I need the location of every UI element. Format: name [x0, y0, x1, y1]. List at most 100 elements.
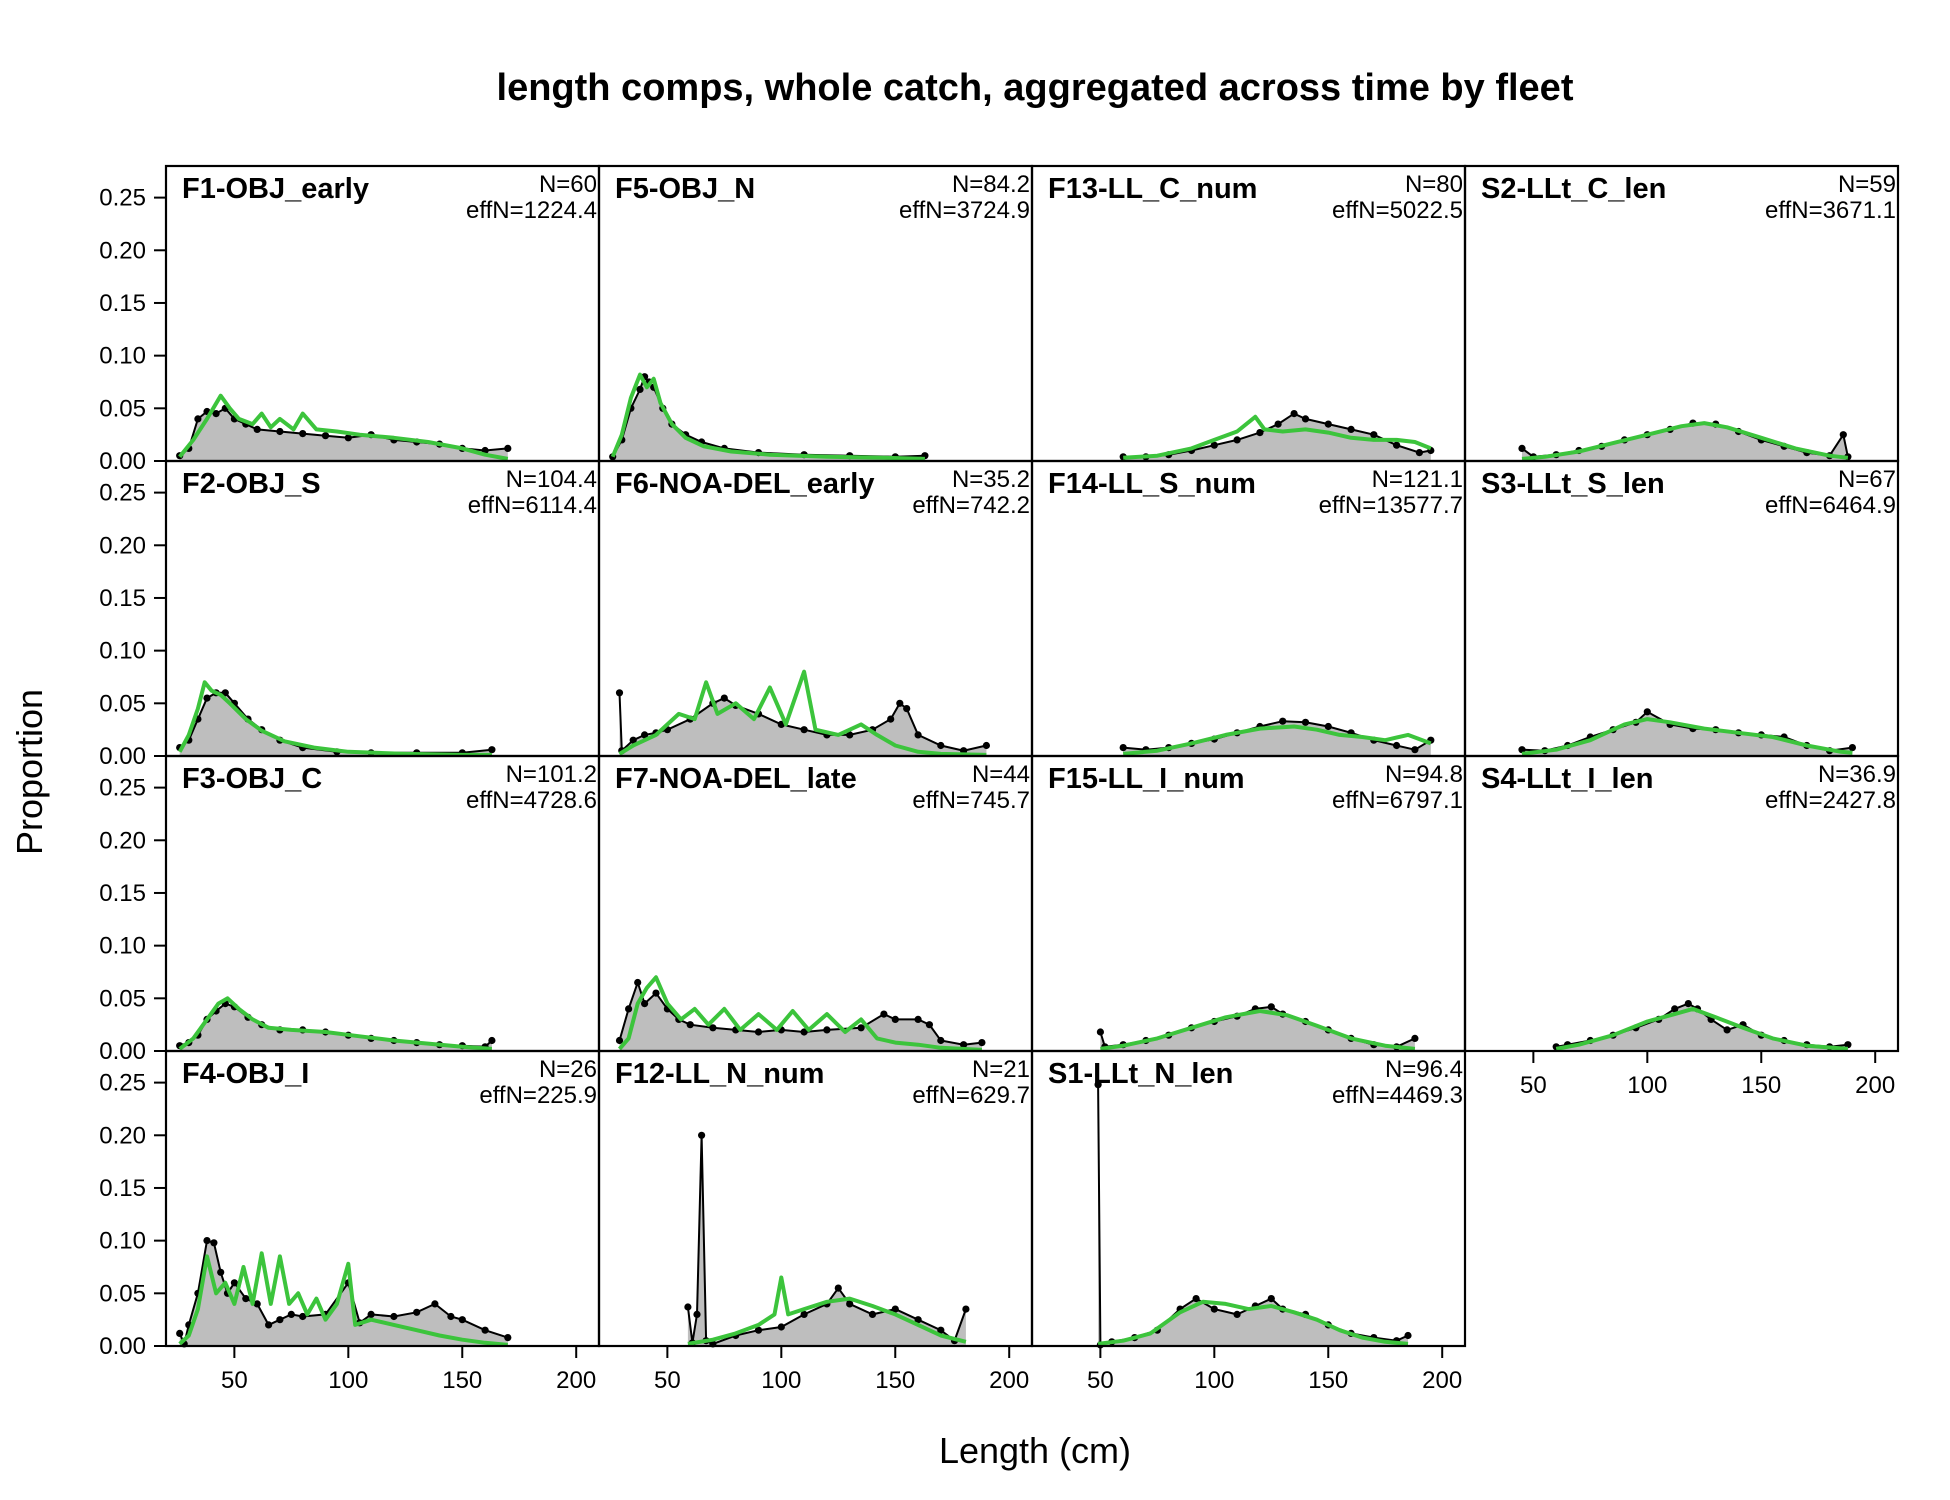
panel-title: F1-OBJ_early [182, 173, 369, 205]
observed-point [1415, 449, 1423, 457]
observed-point [1274, 420, 1282, 428]
panel-title: F15-LL_I_num [1048, 763, 1245, 795]
y-tick-label: 0.00 [99, 743, 146, 770]
panel-effn-label: effN=4728.6 [466, 787, 597, 814]
observed-point [634, 978, 642, 987]
observed-area [1123, 721, 1431, 756]
observed-point [253, 425, 261, 433]
panel-title: F6-NOA-DEL_early [615, 468, 874, 500]
observed-point [194, 415, 202, 423]
observed-point [686, 1021, 694, 1029]
panel-effn-label: effN=6797.1 [1332, 787, 1463, 814]
observed-point [896, 699, 904, 707]
observed-point [504, 1334, 512, 1342]
observed-point [868, 1310, 877, 1318]
panel-title: S3-LLt_S_len [1481, 468, 1665, 500]
observed-point [1290, 410, 1298, 418]
y-tick-label: 0.20 [99, 827, 146, 854]
y-tick-label: 0.00 [99, 1038, 146, 1065]
x-tick-label: 50 [221, 1367, 248, 1394]
panel-effn-label: effN=13577.7 [1319, 492, 1463, 519]
x-tick-label: 150 [442, 1367, 482, 1394]
panel-n-label: N=21 [972, 1056, 1030, 1083]
observed-point [1411, 746, 1419, 754]
expected-line [1123, 724, 1432, 756]
y-tick-label: 0.05 [99, 1280, 146, 1307]
observed-point [982, 741, 991, 750]
observed-point [962, 1305, 970, 1313]
observed-area [1521, 711, 1853, 756]
observed-point [903, 705, 911, 713]
x-tick-label: 100 [328, 1367, 368, 1394]
observed-point [253, 1300, 261, 1308]
observed-point [960, 1041, 968, 1049]
panel-n-label: N=84.2 [952, 171, 1030, 198]
observed-point [1839, 431, 1847, 439]
panel-n-label: N=60 [539, 171, 597, 198]
expected-line [177, 680, 492, 757]
observed-point [777, 1323, 785, 1331]
panel-n-label: N=36.9 [1818, 761, 1896, 788]
x-tick-label: 150 [1308, 1367, 1348, 1394]
observed-point [344, 434, 352, 442]
panel-n-label: N=59 [1838, 171, 1896, 198]
observed-point [447, 1312, 455, 1321]
panel-n-label: N=96.4 [1385, 1056, 1463, 1083]
expected-line [178, 996, 493, 1051]
chart-title: length comps, whole catch, aggregated ac… [497, 67, 1574, 109]
observed-point [1210, 441, 1218, 449]
panel-title: S4-LLt_I_len [1481, 763, 1653, 795]
observed-point [887, 715, 895, 723]
observed-point [800, 1028, 808, 1036]
expected-line [687, 1275, 967, 1346]
panel-effn-label: effN=3724.9 [899, 197, 1030, 224]
observed-point [1301, 718, 1310, 726]
x-tick-label: 50 [1520, 1072, 1547, 1099]
observed-area [619, 692, 987, 756]
observed-area [1521, 423, 1848, 461]
observed-point [203, 1237, 211, 1245]
observed-area [179, 1003, 492, 1051]
panel-effn-label: effN=6464.9 [1765, 492, 1896, 519]
observed-point [800, 726, 808, 734]
observed-point [1324, 420, 1332, 428]
observed-point [488, 746, 496, 754]
observed-point [299, 430, 307, 438]
observed-point [636, 385, 644, 393]
panel-n-label: N=44 [972, 761, 1030, 788]
panel-title: F2-OBJ_S [182, 468, 321, 500]
observed-point [1370, 431, 1378, 439]
expected-line [617, 975, 983, 1052]
panel-title: F12-LL_N_num [615, 1058, 824, 1090]
observed-point [1267, 1295, 1275, 1303]
observed-point [978, 1039, 986, 1047]
observed-point [321, 432, 330, 440]
expected-line [1521, 421, 1849, 461]
observed-point [504, 444, 512, 452]
observed-point [615, 1036, 624, 1045]
observed-point [914, 1316, 922, 1324]
observed-point [230, 1279, 238, 1287]
observed-point [1324, 722, 1332, 731]
observed-point [1643, 708, 1651, 716]
y-tick-label: 0.00 [99, 448, 146, 475]
panel-n-label: N=26 [539, 1056, 597, 1083]
observed-point [857, 1024, 865, 1032]
observed-point [846, 731, 854, 739]
panel-title: S2-LLt_C_len [1481, 173, 1666, 205]
panel-n-label: N=94.8 [1385, 761, 1463, 788]
observed-point [1844, 1041, 1852, 1049]
observed-point [242, 1295, 250, 1303]
observed-area [179, 408, 508, 461]
observed-point [937, 1326, 945, 1334]
panel-effn-label: effN=5022.5 [1332, 197, 1463, 224]
observed-point [287, 1310, 295, 1318]
